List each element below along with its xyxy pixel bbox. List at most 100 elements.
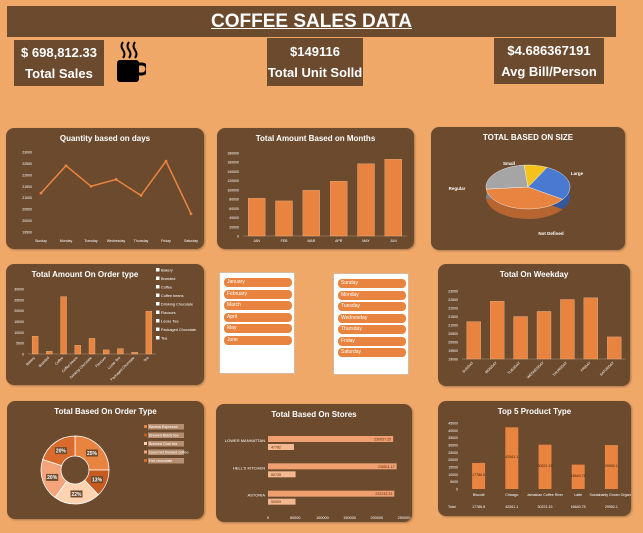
pie-label: Regular — [449, 186, 466, 191]
x-tick-label: Chicago — [505, 493, 518, 497]
x-tick-label: JAN — [253, 239, 260, 243]
slicer-day-monday[interactable]: Monday — [338, 290, 406, 300]
y-tick-label: 15000 — [448, 466, 458, 470]
bar — [268, 444, 294, 450]
pie-label: Not Defined — [538, 231, 564, 236]
day-slicer[interactable]: Sunday Monday Tuesday Wednesday Thursday Frid… — [333, 273, 409, 375]
y-tick-label: 0 — [237, 235, 239, 239]
donut-label: 20% — [56, 448, 67, 454]
bar-data-label: 16640.75 — [571, 474, 586, 478]
y-tick-label: 22500 — [22, 162, 32, 166]
slicer-day-saturday[interactable]: Saturday — [338, 348, 406, 357]
x-tick-label: MAY — [362, 239, 370, 243]
slicer-month-may[interactable]: May — [224, 324, 292, 333]
bar — [88, 338, 96, 355]
legend-label: Barista Espresso — [149, 425, 178, 429]
panel-months: Total Amount Based on Months 0 20000 40000… — [217, 128, 414, 249]
bar — [145, 310, 153, 355]
y-tick-label: 15000 — [14, 320, 24, 324]
slicer-month-january[interactable]: January — [224, 278, 292, 287]
bar — [466, 321, 481, 360]
x-tick-label: 150000 — [343, 516, 356, 520]
kpi-total-units: $149116 Total Unit Solld — [267, 38, 363, 86]
page-title: COFFEE SALES DATA — [211, 10, 412, 32]
bar — [268, 471, 296, 478]
coffee-cup-icon — [114, 40, 149, 84]
legend-label: Loose Tea — [161, 320, 179, 324]
pie-slice — [527, 167, 571, 200]
y-tick-label: 25000 — [448, 451, 458, 455]
bar-data-label: 236511.17 — [378, 465, 395, 469]
legend-swatch — [156, 327, 160, 331]
y-tick-label: 19000 — [448, 358, 458, 362]
x-tick-label: JUN — [390, 239, 397, 243]
x-tick-label: 50000 — [290, 516, 301, 520]
x-tick-label: Sunday — [35, 239, 47, 243]
pie-label: Large — [571, 171, 584, 176]
bar — [583, 297, 599, 360]
legend-label: Packaged Chocolate — [161, 328, 196, 332]
legend-label: Drinking Chocolate — [161, 303, 193, 307]
bar — [46, 351, 53, 355]
y-tick-label: 140000 — [227, 170, 239, 174]
donut-label-box — [54, 447, 67, 455]
pie-slice — [485, 186, 564, 210]
slicer-month-june[interactable]: June — [224, 335, 292, 345]
y-tick-label: 21000 — [22, 196, 32, 200]
slicer-day-thursday[interactable]: Thursday — [338, 325, 406, 334]
line-point — [114, 178, 118, 181]
y-tick-label: 23000 — [22, 151, 32, 155]
line-point — [64, 164, 68, 168]
y-tick-label: ASTORIA — [248, 493, 266, 498]
x-tick-label: MONDAY — [484, 360, 498, 374]
y-tick-label: 5000 — [450, 480, 458, 484]
y-tick-label: 100000 — [227, 188, 239, 192]
bar-data-label: 30221.15 — [538, 464, 553, 468]
chart-top5: 0 5000 10000 15000 20000 25000 30000 35000 40000… — [448, 422, 631, 510]
slicer-day-wednesday[interactable]: Wednesday — [338, 313, 406, 323]
slicer-month-march[interactable]: March — [224, 301, 292, 310]
panel-days-title: Quantity based on days — [59, 134, 151, 143]
y-tick-label: HELL'S KITCHEN — [233, 465, 265, 470]
kpi-total-sales-value: $ 698,812.33 — [21, 45, 97, 60]
bar — [31, 336, 39, 355]
bar-data-label: 17786.5 — [472, 473, 485, 477]
bar — [60, 296, 67, 355]
y-tick-label: 45000 — [448, 422, 458, 426]
table-value: 29952.1 — [605, 505, 618, 509]
slicer-day-tuesday[interactable]: Tuesday — [338, 302, 406, 311]
slicer-month-april[interactable]: April — [224, 312, 292, 322]
y-tick-label: 20500 — [448, 332, 458, 336]
x-tick-label: Sustainably Grown Organic — [590, 493, 631, 497]
y-tick-label: 21500 — [448, 315, 458, 319]
bar — [513, 316, 528, 360]
y-tick-label: 0 — [456, 488, 458, 492]
legend-label: Flavours — [161, 311, 176, 315]
x-tick-label: MAR — [307, 239, 315, 243]
x-tick-label: Latte — [574, 493, 582, 497]
legend-label-box — [148, 458, 184, 464]
line-point — [89, 184, 93, 188]
y-tick-label: 40000 — [229, 216, 239, 220]
legend-swatch — [144, 433, 147, 437]
bar-data-label: 42061.1 — [505, 455, 518, 459]
panel-stores: Total Based On Stores 0 50000 100000 150000… — [216, 404, 412, 522]
bar — [538, 444, 552, 489]
slicer-day-friday[interactable]: Friday — [338, 336, 406, 346]
donut-label-box — [46, 473, 59, 481]
kpi-total-sales-label: Total Sales — [25, 66, 93, 81]
bar — [536, 311, 552, 360]
kpi-total-units-label: Total Unit Solld — [267, 65, 363, 80]
line-point — [39, 191, 43, 195]
bar-data-label: 47782 — [271, 446, 281, 450]
legend-label: Coffee — [161, 286, 172, 290]
legend-swatch — [144, 425, 147, 428]
legend-swatch — [156, 285, 160, 289]
slicer-day-sunday[interactable]: Sunday — [338, 279, 406, 288]
donut-label-box — [85, 449, 98, 457]
month-slicer[interactable]: January February March April May June — [219, 272, 295, 374]
y-tick-label: 25000 — [14, 298, 24, 302]
pie-slice — [485, 164, 529, 190]
bar — [384, 159, 402, 237]
slicer-month-february[interactable]: February — [224, 289, 292, 299]
